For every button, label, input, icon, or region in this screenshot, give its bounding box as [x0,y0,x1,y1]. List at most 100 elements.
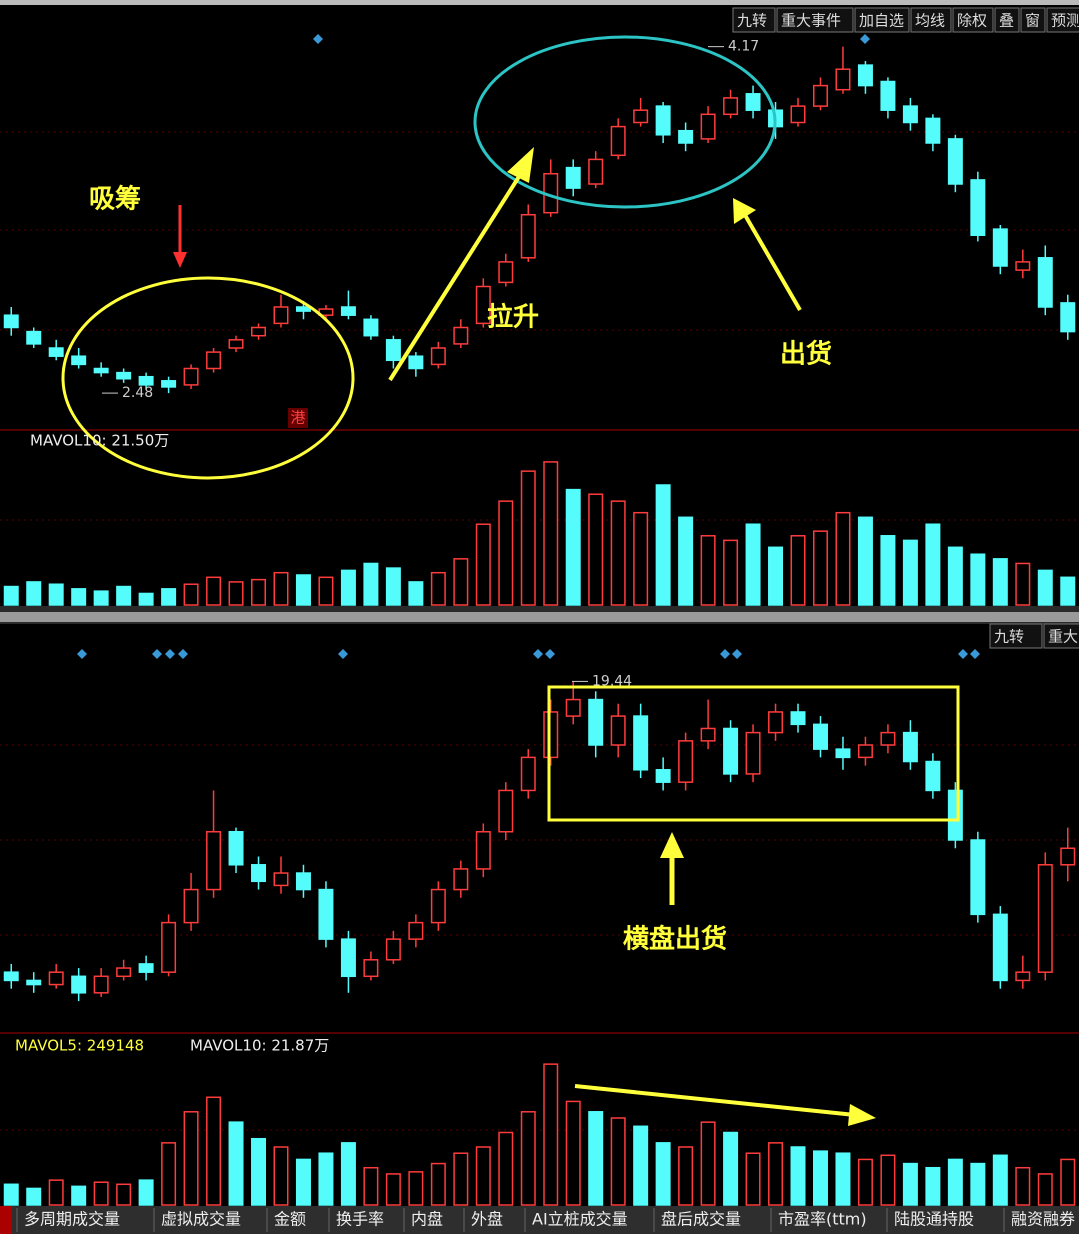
candle-body [318,888,334,940]
toolbar-button [776,7,854,33]
tab[interactable]: 内盘 [411,1210,443,1229]
volume-bar [902,539,918,606]
tab[interactable]: 换手率 [336,1210,384,1229]
candle-body [116,967,132,978]
candle-body [947,138,963,185]
volume-bar [340,569,356,606]
candle-body [768,711,784,734]
toolbar-button [1043,623,1079,649]
volume-bar [3,1183,19,1206]
candle-body [1037,864,1053,973]
volume-bar [947,546,963,606]
candle-body [71,975,87,994]
volume-bar [430,1162,446,1206]
volume-bar [768,1142,784,1206]
toolbar-button [732,7,776,33]
volume-bar [1015,562,1031,606]
volume-bar [655,1142,671,1206]
candle-body [588,698,604,746]
tab[interactable]: 融资融券 [1011,1210,1075,1229]
toolbar-label: 叠 [999,12,1014,30]
candle-body [3,971,19,982]
mavol-label: MAVOL5: 249148 [15,1037,144,1055]
volume-bar [71,1185,87,1206]
volume-bar [475,523,491,606]
tab[interactable]: 陆股通持股 [894,1210,974,1229]
candle-body [1015,971,1031,982]
diamond-markers [77,34,980,659]
volume-bar [26,581,42,606]
candle-body [565,166,581,189]
hk-label: 港 [290,409,305,427]
volume-bar [93,1181,109,1206]
volume-bar [970,1162,986,1206]
volume-bar [408,1171,424,1206]
volume-bar [880,1154,896,1206]
volume-bar [48,1179,64,1206]
volume-bar [251,1137,267,1206]
candle-body [295,872,311,891]
volume-bar [992,558,1008,606]
volume-bar [116,1183,132,1206]
tab[interactable]: 虚拟成交量 [161,1210,241,1229]
tab[interactable]: 市盈率(ttm) [778,1210,867,1229]
volume-bar [745,1152,761,1206]
volume-bar [543,1063,559,1206]
volume-bar [1037,569,1053,606]
candle-body [363,959,379,978]
candle-body [812,84,828,107]
volume-bar [71,588,87,606]
candle-body [1060,302,1076,333]
candle-body [408,355,424,370]
volume-bar [700,535,716,606]
volume-bar [385,567,401,606]
candle-body [430,888,446,924]
toolbar-label: 加自选 [859,12,904,30]
candle-body [700,113,716,140]
toolbar-label: 均线 [915,12,945,30]
separator [0,612,1079,622]
volume-bar [138,1179,154,1206]
tab[interactable]: 外盘 [471,1210,503,1229]
toolbar-label: 九转 [737,12,767,30]
candle-body [835,748,851,759]
toolbar-label: 九转 [994,628,1024,646]
volume-bar [206,576,222,606]
candle-body [48,971,64,986]
volume-bar [408,581,424,606]
volume-bar [26,1187,42,1206]
volume-bar [498,1131,514,1206]
volume-bar [161,588,177,606]
candle-body [588,158,604,185]
tab[interactable]: 多周期成交量 [24,1210,120,1229]
candle-body [498,789,514,833]
candle-body [251,326,267,337]
candle-body [228,339,244,349]
candle-body [295,306,311,312]
candle-body [498,261,514,284]
volume-bar [228,581,244,606]
tab-bar [0,1206,1079,1234]
volume-bar [835,511,851,606]
candle-body [655,769,671,783]
candle-body [138,375,154,386]
candle-body [93,367,109,374]
volume-bar [790,1146,806,1206]
volume-bar [610,1117,626,1206]
toolbar-label: 除权 [957,12,987,30]
volume-bar [1060,1158,1076,1206]
candle-body [678,129,694,144]
candle-body [992,913,1008,982]
candle-body [902,105,918,124]
volume-bar [857,516,873,606]
candle-body [138,963,154,973]
volume-bar [161,1142,177,1206]
tab[interactable]: 盘后成交量 [661,1210,741,1229]
candle-body [161,380,177,388]
candle-body [1060,847,1076,866]
tab[interactable]: 金额 [274,1210,306,1229]
candle-body [970,839,986,916]
volume-bar [835,1152,851,1206]
candle-body [812,723,828,750]
tab[interactable]: AI立桩成交量 [532,1210,628,1229]
